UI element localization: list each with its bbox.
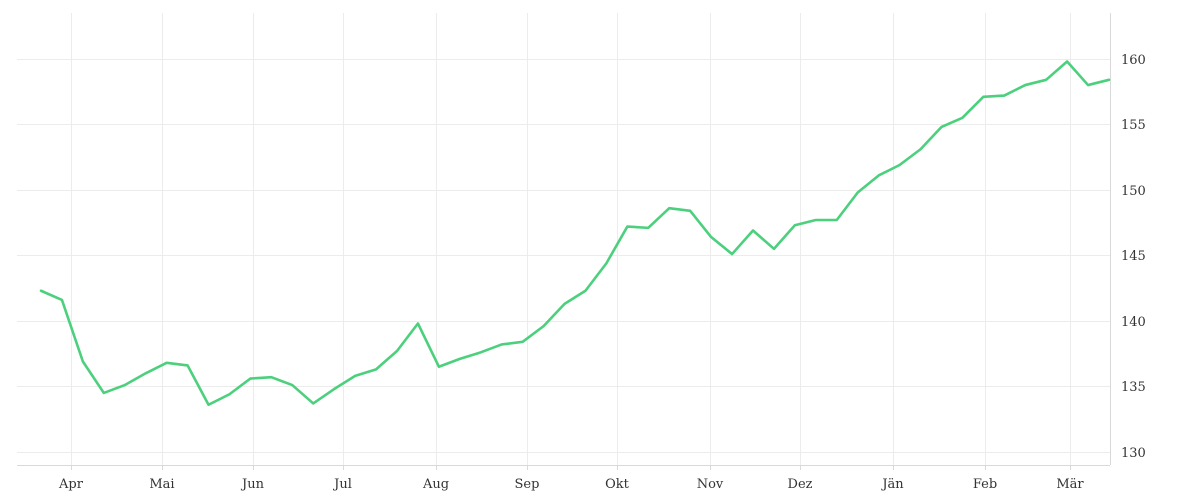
x-tick-label-0: Apr xyxy=(58,477,84,492)
series-line-0 xyxy=(39,60,1111,407)
y-tick-label-130: 130 xyxy=(1121,446,1146,461)
x-tick-label-5: Sep xyxy=(515,477,540,492)
x-tick-label-1: Mai xyxy=(149,477,174,492)
x-tick-label-11: Mär xyxy=(1056,477,1084,492)
x-tick-label-7: Nov xyxy=(697,477,724,492)
series-layer xyxy=(39,60,1111,407)
tick-label-layer: 130 135 140 145 150 155 160 Apr Mai Jun Jul Aug Sep O… xyxy=(58,53,1146,492)
x-tick-label-6: Okt xyxy=(605,477,630,492)
y-tick-label-140: 140 xyxy=(1121,315,1146,330)
y-tick-label-150: 150 xyxy=(1121,184,1146,199)
grid-layer xyxy=(17,13,1110,465)
y-tick-label-135: 135 xyxy=(1121,380,1146,395)
x-tick-label-9: Jän xyxy=(880,477,904,492)
axis-layer xyxy=(17,13,1111,470)
y-tick-label-145: 145 xyxy=(1121,249,1146,264)
x-tick-label-3: Jul xyxy=(332,477,352,492)
y-tick-label-160: 160 xyxy=(1121,53,1146,68)
x-tick-label-10: Feb xyxy=(973,477,997,492)
x-tick-label-2: Jun xyxy=(240,477,265,492)
x-tick-label-4: Aug xyxy=(422,477,449,492)
y-tick-label-155: 155 xyxy=(1121,118,1146,133)
x-tick-label-8: Dez xyxy=(788,477,813,492)
